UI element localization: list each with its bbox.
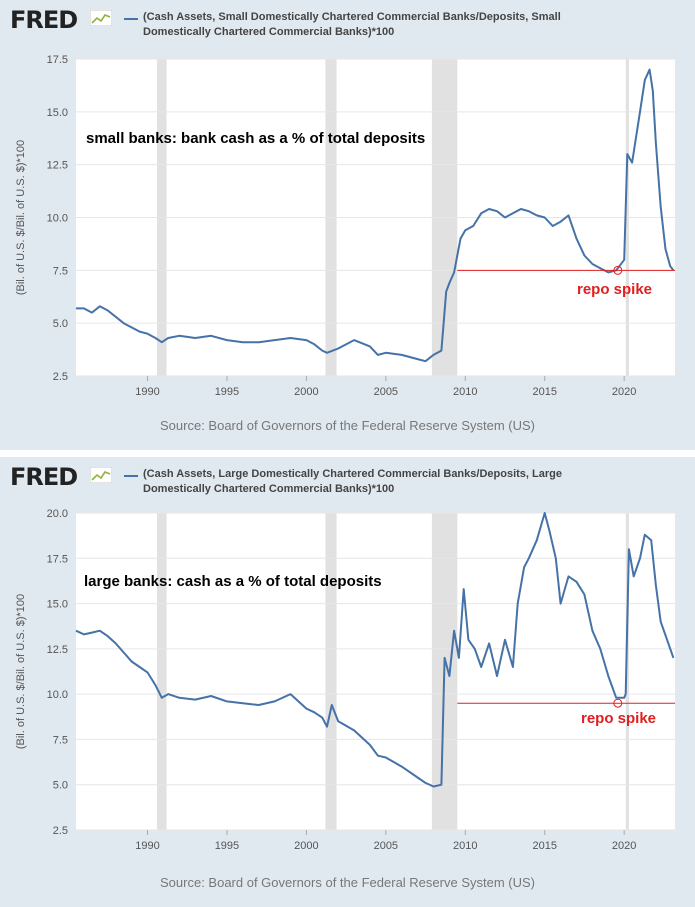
x-tick-label: 2005	[374, 840, 398, 852]
x-tick-label: 2020	[612, 386, 636, 398]
y-tick-label: 7.5	[53, 734, 68, 746]
y-tick-label: 5.0	[53, 318, 68, 330]
y-tick-label: 10.0	[47, 213, 68, 225]
x-tick-label: 2015	[532, 386, 556, 398]
y-tick-label: 15.0	[47, 107, 68, 119]
y-tick-label: 15.0	[47, 599, 68, 611]
y-tick-label: 5.0	[53, 780, 68, 792]
y-tick-label: 12.5	[47, 160, 68, 172]
line-chart: 2.5 5.0 7.5 10.0 12.5 15.0 17.5 20.0 1990 1995 200…	[15, 508, 675, 852]
y-axis-label: (Bil. of U.S. $/Bil. of U.S. $)*100	[15, 594, 27, 749]
y-tick-label: 7.5	[53, 265, 68, 277]
marker-circle	[613, 698, 623, 708]
y-tick-label: 12.5	[47, 644, 68, 656]
x-tick-label: 1995	[215, 840, 239, 852]
y-axis-label: (Bil. of U.S. $/Bil. of U.S. $)*100	[15, 140, 27, 295]
fred-chart-icon	[90, 467, 112, 483]
repo-spike-label: repo spike	[577, 281, 652, 298]
recession-band	[325, 513, 337, 830]
fred-chart-icon	[90, 10, 112, 26]
chart-legend: (Cash Assets, Small Domestically Charter…	[143, 11, 561, 38]
plot-area	[76, 513, 675, 830]
marker-circle	[613, 265, 623, 275]
y-tick-label: 17.5	[47, 54, 68, 66]
x-tick-label: 2010	[453, 386, 477, 398]
y-tick-label: 17.5	[47, 553, 68, 565]
y-tick-label: 2.5	[53, 371, 68, 383]
panel-separator	[0, 450, 695, 457]
x-tick-label: 1995	[215, 386, 239, 398]
x-tick-label: 1990	[135, 386, 159, 398]
fred-logo: FRED	[10, 6, 78, 34]
recession-band	[157, 513, 167, 830]
x-tick-label: 2000	[294, 840, 318, 852]
y-tick-label: 2.5	[53, 825, 68, 837]
x-tick-label: 1990	[135, 840, 159, 852]
y-tick-label: 20.0	[47, 508, 68, 520]
chart-legend: (Cash Assets, Large Domestically Charter…	[143, 468, 562, 495]
y-tick-label: 10.0	[47, 689, 68, 701]
source-note: Source: Board of Governors of the Federa…	[160, 875, 535, 890]
repo-spike-label: repo spike	[581, 710, 656, 727]
series-line	[75, 512, 675, 788]
line-chart: 2.5 5.0 7.5 10.0 12.5 15.0 17.5 1990 1995 2000 200…	[15, 54, 675, 398]
fred-logo: FRED	[10, 463, 78, 491]
x-tick-label: 2010	[453, 840, 477, 852]
x-tick-label: 2005	[374, 386, 398, 398]
x-tick-label: 2000	[294, 386, 318, 398]
annotation-title: large banks: cash as a % of total deposi…	[84, 573, 382, 590]
chart-panel-large-banks: FRED (Cash Assets, Large Domestically Ch…	[0, 457, 695, 907]
recession-band	[625, 513, 629, 830]
x-tick-label: 2020	[612, 840, 636, 852]
legend-swatch	[124, 18, 138, 20]
x-tick-label: 2015	[532, 840, 556, 852]
chart-panel-small-banks: FRED (Cash Assets, Small Domestically Ch…	[0, 0, 695, 450]
legend-swatch	[124, 475, 138, 477]
annotation-title: small banks: bank cash as a % of total d…	[86, 130, 425, 147]
source-note: Source: Board of Governors of the Federa…	[160, 418, 535, 433]
